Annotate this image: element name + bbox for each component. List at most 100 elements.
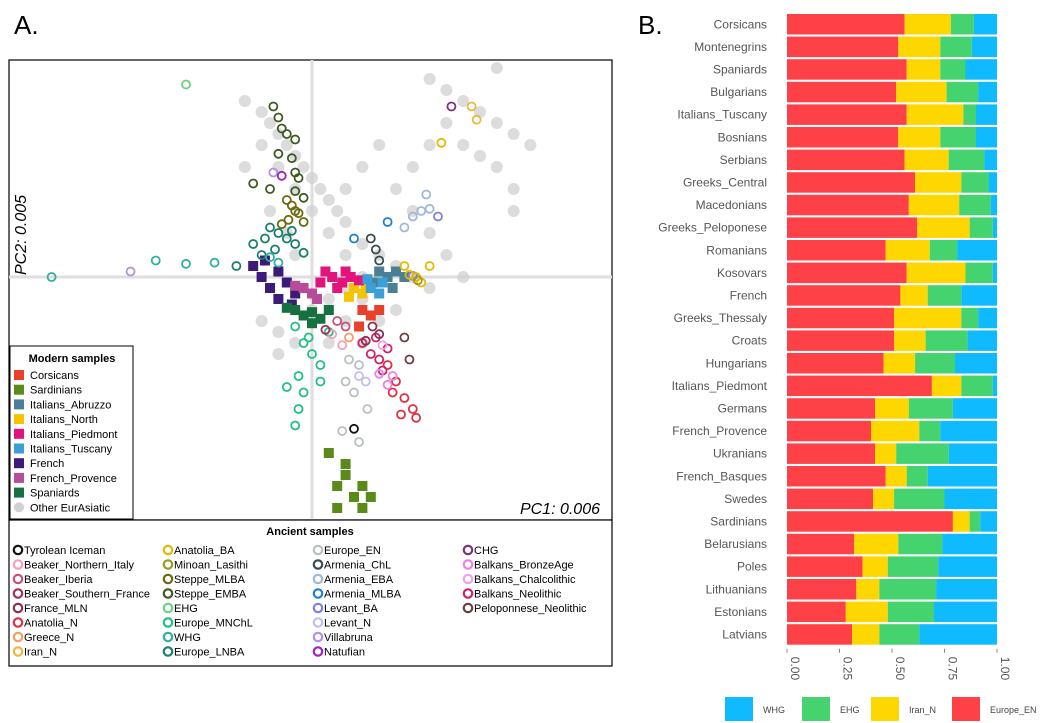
legend-swatch [162,631,174,643]
bar-segment-whg [927,466,997,487]
point-other-eurasiatic [457,139,470,151]
ancient-legend-item-levant-n: Levant_N [312,617,371,630]
bar-segment-iran-n [900,285,928,306]
legend-label: Villabruna [324,632,374,644]
legend-swatch [14,414,24,425]
bar-segment-europe-en [787,601,846,623]
series-peloponnese-neolithic [399,332,415,365]
bar-row-bulgarians [787,81,997,103]
bar-segment-ehg [894,488,945,510]
point-other-eurasiatic [322,337,335,349]
point-italians-piedmont [337,277,348,288]
legend-swatch [952,697,980,721]
bar-row-germans [787,398,997,419]
point-anatolia-ba [399,261,410,271]
legend-swatch [312,602,324,614]
point-beaker-northern-italy [337,340,348,351]
ancient-legend-item-armenia-chl: Armenia_ChL [312,559,391,572]
bar-row-greeks-peloponese [787,217,997,238]
point-other-eurasiatic [306,205,318,217]
legend-label: Beaker_Southern_France [24,589,150,601]
tick-label: 0.00 [788,657,802,681]
legend-swatch [162,646,174,657]
point-europe-mnchl [298,387,309,398]
bar-segment-iran-n [856,579,880,600]
point-other-eurasiatic [289,183,302,195]
legend-label: CHG [474,545,498,557]
legend-swatch [162,544,174,556]
point-spaniards [307,307,317,318]
point-steppe-emba [293,173,304,183]
point-europe-en [344,354,354,365]
point-corsicans [365,310,376,321]
point-france-mln [367,321,378,332]
point-europe-en [340,376,351,387]
legend-swatch [162,588,174,599]
point-other-eurasiatic [339,216,352,228]
category-label-poles: Poles [737,560,767,574]
bar-segment-europe-en [787,533,855,555]
point-corsicans [374,305,385,315]
category-label-germans: Germans [718,401,767,415]
bar-row-swedes [787,488,997,510]
category-label-greeks-thessaly: Greeks_Thessaly [674,311,767,325]
legend-swatch [462,559,474,570]
point-armenia-eba [424,203,435,214]
bar-segment-whg [992,375,997,397]
point-other-eurasiatic [524,139,537,151]
legend-label: Corsicans [30,370,79,382]
series-steppe-mlba [276,195,309,230]
point-villabruna [268,167,279,178]
bar-row-sardinians [787,511,997,532]
point-steppe-mlba [283,214,294,225]
legend-swatch [162,602,174,614]
point-steppe-mlba [298,217,309,227]
bar-segment-ehg [950,14,974,35]
point-french [265,283,275,293]
bar-segment-whg [919,624,997,645]
modern-legend-title: Modern samples [29,353,116,365]
legend-swatch [312,646,324,657]
point-other-eurasiatic [423,73,436,85]
point-minoan-lasithi [412,275,423,286]
point-other-eurasiatic [289,249,302,261]
series-greece-n [344,332,354,343]
bar-segment-europe-en [787,59,907,80]
point-italians-piedmont [327,272,338,282]
series-armenia-mlba [349,217,393,244]
point-spaniards [307,318,317,329]
series-sardinians [323,448,376,513]
point-other-eurasiatic [306,172,318,184]
series-villabruna [125,167,279,277]
legend-swatch [312,588,324,599]
point-french [286,299,297,310]
point-other-eurasiatic [356,238,369,250]
ancient-legend-item-europe-mnchl: Europe_MNChL [162,617,253,630]
point-beaker-northern-italy [327,329,338,340]
point-french [290,288,301,299]
legend-swatch [12,544,24,556]
point-other-eurasiatic [289,337,302,349]
bar-segment-whg [992,217,997,238]
legend-label: Italians_Tuscany [30,444,113,456]
legend-swatch [462,544,474,556]
point-armenia-eba [416,206,427,216]
legend-label: EHG [840,705,860,715]
legend-swatch [12,617,24,628]
bar-segment-europe-en [787,285,901,306]
legend-swatch [802,697,830,721]
bar-row-greeks-central [787,172,997,193]
point-spaniards [290,305,301,315]
modern-legend-item-french: French [14,458,64,470]
legend-label: Iran_N [909,705,936,715]
series-corsicans [354,305,385,332]
bar-segment-iran-n [904,14,951,35]
legend-label: Iran_N [24,647,57,659]
point-corsicans [354,321,365,332]
series-europe-en [337,354,373,447]
bar-segment-ehg [969,511,981,532]
point-steppe-mlba [276,219,287,230]
point-other-eurasiatic [507,128,520,140]
legend-swatch [14,487,24,498]
point-other-eurasiatic [322,293,335,305]
